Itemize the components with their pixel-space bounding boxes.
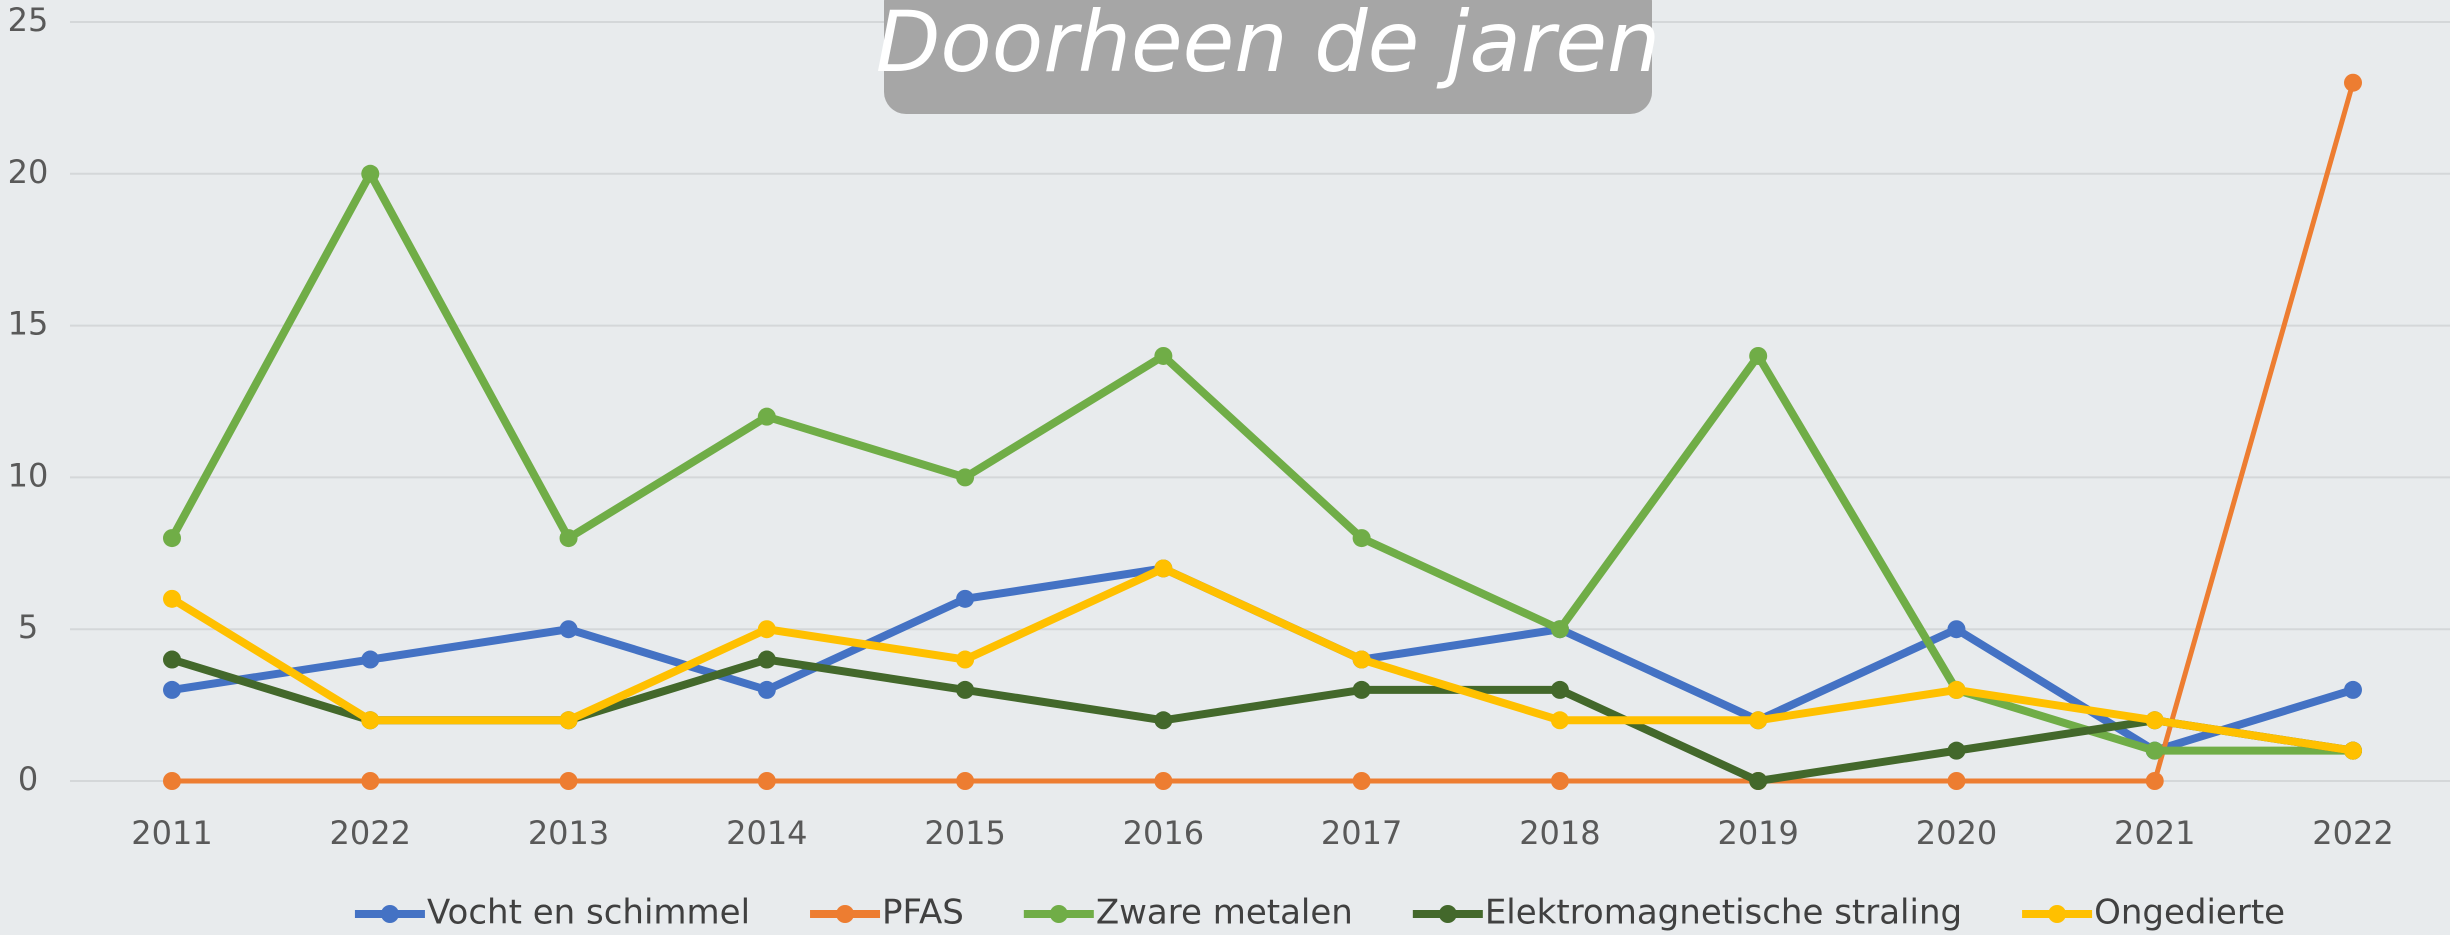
chart-title: Doorheen de jaren <box>876 0 1661 91</box>
point <box>757 407 776 426</box>
point <box>1154 346 1173 365</box>
point <box>2145 772 2164 790</box>
legend-marker <box>1049 905 1068 923</box>
point <box>1550 711 1569 730</box>
point <box>163 650 181 669</box>
point <box>1947 741 1966 760</box>
point <box>559 529 578 548</box>
point <box>559 772 578 790</box>
point <box>1352 529 1371 548</box>
legend-label: Elektromagnetische straling <box>1485 893 1962 933</box>
point <box>163 680 181 699</box>
y-tick-label: 10 <box>8 456 49 494</box>
point <box>361 650 380 669</box>
point <box>1749 346 1768 365</box>
point <box>956 772 975 790</box>
point <box>1550 680 1569 699</box>
point <box>1947 772 1966 790</box>
x-tick-label: 2021 <box>2114 814 2195 852</box>
point <box>2145 741 2164 760</box>
x-tick-label: 2017 <box>1321 814 1402 852</box>
point <box>757 620 776 639</box>
point <box>956 468 975 487</box>
point <box>956 589 975 608</box>
point <box>163 529 181 548</box>
x-tick-label: 2011 <box>131 814 212 852</box>
title-box <box>884 0 1652 114</box>
y-tick-label: 20 <box>8 153 49 191</box>
grid: 0 5 10 15 20 25 2011 2022 2013 2014 2015 2016 2017 20… <box>8 1 2450 852</box>
legend-item: PFAS <box>810 893 964 933</box>
point <box>757 680 776 699</box>
point <box>2344 741 2362 760</box>
point <box>163 589 181 608</box>
legend-label: Ongedierte <box>2094 893 2285 933</box>
point <box>757 650 776 669</box>
legend: Vocht en schimmel PFAS Zware metalen Elektr… <box>354 893 2285 933</box>
x-tick-label: 2019 <box>1717 814 1798 852</box>
series-line <box>172 82 2356 784</box>
point <box>1947 620 1966 639</box>
y-tick-label: 15 <box>8 305 49 343</box>
point <box>1749 711 1768 730</box>
series-line <box>169 564 2354 755</box>
point <box>361 711 380 730</box>
point <box>1154 559 1173 578</box>
point <box>1352 650 1371 669</box>
legend-label: PFAS <box>882 893 964 933</box>
legend-marker <box>380 905 399 923</box>
lines <box>163 73 2362 790</box>
point <box>757 772 776 790</box>
point <box>163 772 181 790</box>
legend-item: Elektromagnetische straling <box>1412 893 1962 933</box>
point <box>956 650 975 669</box>
point <box>559 620 578 639</box>
point <box>2344 73 2362 92</box>
legend-marker <box>2048 905 2067 923</box>
point <box>1352 772 1371 790</box>
legend-item: Vocht en schimmel <box>354 893 750 933</box>
y-tick-label: 5 <box>18 608 38 646</box>
point <box>2145 711 2164 730</box>
point <box>1550 620 1569 639</box>
x-tick-label: 2015 <box>924 814 1005 852</box>
x-tick-label: 2013 <box>528 814 609 852</box>
legend-item: Ongedierte <box>2022 893 2285 933</box>
legend-label: Zware metalen <box>1096 893 1353 933</box>
series-line <box>168 169 2353 755</box>
point <box>1154 772 1173 790</box>
legend-marker <box>836 905 855 923</box>
point <box>361 164 380 183</box>
point <box>559 711 578 730</box>
x-tick-label: 2022 <box>330 814 411 852</box>
point <box>361 772 380 790</box>
legend-label: Vocht en schimmel <box>427 893 750 933</box>
x-tick-label: 2020 <box>1916 814 1997 852</box>
y-tick-label: 25 <box>8 1 49 39</box>
point <box>1749 772 1768 790</box>
legend-marker <box>1438 905 1457 923</box>
legend-item: Zware metalen <box>1023 893 1353 933</box>
point <box>1154 711 1173 730</box>
point <box>1550 772 1569 790</box>
point <box>1947 680 1966 699</box>
x-tick-label: 2016 <box>1123 814 1204 852</box>
point <box>956 680 975 699</box>
point <box>1352 680 1371 699</box>
x-tick-label: 2014 <box>726 814 807 852</box>
y-tick-label: 0 <box>18 760 38 798</box>
x-tick-label: 2018 <box>1519 814 1600 852</box>
point <box>2344 680 2362 699</box>
x-tick-label: 2022 <box>2312 814 2393 852</box>
